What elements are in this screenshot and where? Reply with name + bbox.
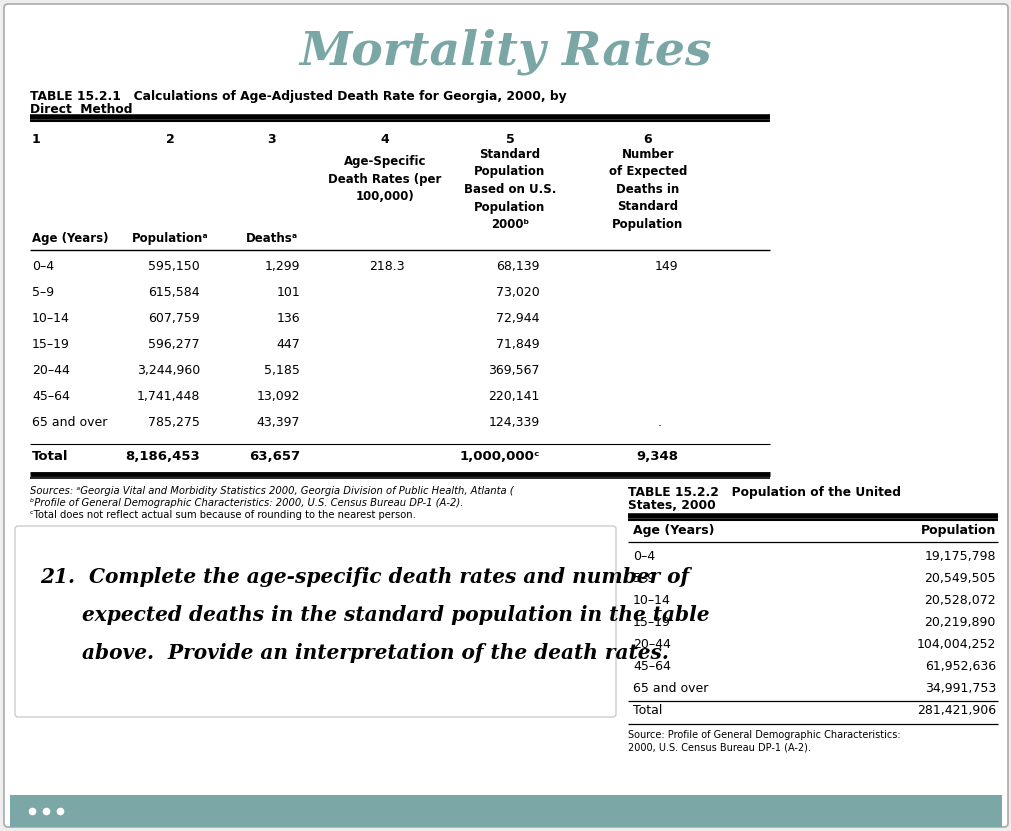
Text: 2: 2 (166, 133, 174, 146)
Text: 1: 1 (32, 133, 40, 146)
Text: Age (Years): Age (Years) (32, 232, 108, 245)
Text: 785,275: 785,275 (148, 416, 200, 429)
Text: 61,952,636: 61,952,636 (924, 660, 995, 673)
Text: expected deaths in the standard population in the table: expected deaths in the standard populati… (40, 605, 709, 625)
Text: 101: 101 (276, 286, 299, 299)
Text: 68,139: 68,139 (496, 260, 540, 273)
Text: 45–64: 45–64 (32, 390, 70, 403)
Text: 15–19: 15–19 (32, 338, 70, 351)
Text: 10–14: 10–14 (32, 312, 70, 325)
Text: .: . (657, 416, 661, 429)
Text: 43,397: 43,397 (256, 416, 299, 429)
Text: Total: Total (32, 450, 69, 463)
Text: above.  Provide an interpretation of the death rates.: above. Provide an interpretation of the … (40, 643, 668, 663)
Text: 1,299: 1,299 (264, 260, 299, 273)
Text: 6: 6 (643, 133, 652, 146)
Text: 124,339: 124,339 (488, 416, 540, 429)
Text: 607,759: 607,759 (148, 312, 200, 325)
Text: 8,186,453: 8,186,453 (125, 450, 200, 463)
Text: 20,219,890: 20,219,890 (924, 616, 995, 629)
Text: TABLE 15.2.1   Calculations of Age-Adjusted Death Rate for Georgia, 2000, by: TABLE 15.2.1 Calculations of Age-Adjuste… (30, 90, 566, 103)
Text: Population: Population (920, 524, 995, 537)
Text: 5,185: 5,185 (264, 364, 299, 377)
Text: 5–9: 5–9 (32, 286, 54, 299)
Text: 595,150: 595,150 (148, 260, 200, 273)
Text: 447: 447 (276, 338, 299, 351)
Text: 5–9: 5–9 (632, 572, 654, 585)
Text: 34,991,753: 34,991,753 (924, 682, 995, 695)
Text: 20,528,072: 20,528,072 (923, 594, 995, 607)
Text: 13,092: 13,092 (256, 390, 299, 403)
Text: 63,657: 63,657 (249, 450, 299, 463)
Text: Age (Years): Age (Years) (632, 524, 714, 537)
Text: Mortality Rates: Mortality Rates (299, 29, 712, 76)
Text: Source: Profile of General Demographic Characteristics:: Source: Profile of General Demographic C… (628, 730, 900, 740)
Text: 281,421,906: 281,421,906 (916, 704, 995, 717)
Text: 1,000,000ᶜ: 1,000,000ᶜ (459, 450, 540, 463)
Text: 20–44: 20–44 (632, 638, 670, 651)
Text: 45–64: 45–64 (632, 660, 670, 673)
Text: Deathsᵃ: Deathsᵃ (246, 232, 298, 245)
Text: 21.  Complete the age-specific death rates and number of: 21. Complete the age-specific death rate… (40, 567, 688, 587)
Text: 136: 136 (276, 312, 299, 325)
Text: 104,004,252: 104,004,252 (916, 638, 995, 651)
Text: 20,549,505: 20,549,505 (923, 572, 995, 585)
Text: 220,141: 220,141 (488, 390, 540, 403)
Text: 0–4: 0–4 (632, 550, 654, 563)
Text: 3,244,960: 3,244,960 (136, 364, 200, 377)
Text: Standard
Population
Based on U.S.
Population
2000ᵇ: Standard Population Based on U.S. Popula… (463, 148, 556, 231)
Text: 149: 149 (654, 260, 677, 273)
Text: Sources: ᵃGeorgia Vital and Morbidity Statistics 2000, Georgia Division of Publi: Sources: ᵃGeorgia Vital and Morbidity St… (30, 486, 514, 496)
Text: Number
of Expected
Deaths in
Standard
Population: Number of Expected Deaths in Standard Po… (609, 148, 686, 231)
Text: Age-Specific
Death Rates (per
100,000): Age-Specific Death Rates (per 100,000) (328, 155, 441, 203)
Text: Populationᵃ: Populationᵃ (131, 232, 208, 245)
Bar (10, 795, 1001, 827)
Text: 4: 4 (380, 133, 389, 146)
Text: 0–4: 0–4 (32, 260, 54, 273)
Text: 218.3: 218.3 (369, 260, 404, 273)
Text: 71,849: 71,849 (495, 338, 540, 351)
Text: ᵇProfile of General Demographic Characteristics: 2000, U.S. Census Bureau DP-1 (: ᵇProfile of General Demographic Characte… (30, 498, 463, 508)
Text: 72,944: 72,944 (496, 312, 540, 325)
Text: Direct  Method: Direct Method (30, 103, 132, 116)
FancyBboxPatch shape (15, 526, 616, 717)
Text: 3: 3 (268, 133, 276, 146)
Text: 10–14: 10–14 (632, 594, 670, 607)
Text: States, 2000: States, 2000 (628, 499, 715, 512)
Text: 2000, U.S. Census Bureau DP-1 (A-2).: 2000, U.S. Census Bureau DP-1 (A-2). (628, 742, 810, 752)
Text: ᶜTotal does not reflect actual sum because of rounding to the nearest person.: ᶜTotal does not reflect actual sum becau… (30, 510, 416, 520)
Text: TABLE 15.2.2   Population of the United: TABLE 15.2.2 Population of the United (628, 486, 900, 499)
Text: 9,348: 9,348 (635, 450, 677, 463)
Text: Total: Total (632, 704, 662, 717)
Text: 369,567: 369,567 (488, 364, 540, 377)
Text: 5: 5 (506, 133, 514, 146)
Text: 596,277: 596,277 (149, 338, 200, 351)
Text: 65 and over: 65 and over (632, 682, 708, 695)
FancyBboxPatch shape (4, 4, 1007, 827)
Text: 1,741,448: 1,741,448 (136, 390, 200, 403)
Text: 19,175,798: 19,175,798 (924, 550, 995, 563)
Text: 73,020: 73,020 (495, 286, 540, 299)
Text: 615,584: 615,584 (149, 286, 200, 299)
Text: 20–44: 20–44 (32, 364, 70, 377)
Text: 65 and over: 65 and over (32, 416, 107, 429)
Text: 15–19: 15–19 (632, 616, 670, 629)
